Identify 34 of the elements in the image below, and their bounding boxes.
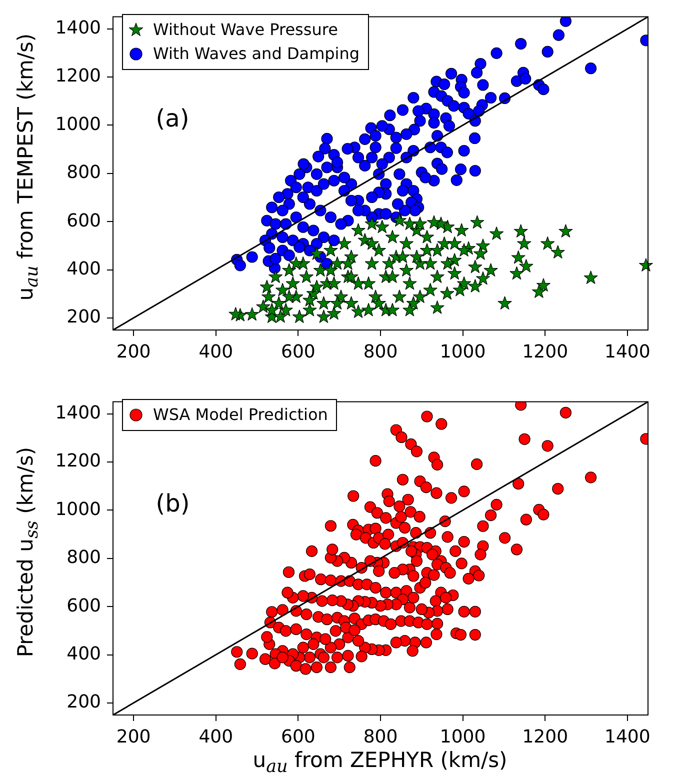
x-tick-label: 1200 [522, 341, 568, 362]
x-tick-label: 1400 [604, 341, 650, 362]
x-tick-label: 400 [198, 726, 234, 748]
annotation: (b) [156, 489, 190, 518]
legend-label: With Waves and Damping [153, 43, 360, 65]
y-tick-label: 600 [66, 595, 101, 616]
x-tick-label: 800 [363, 726, 398, 748]
legend-label: Without Wave Pressure [153, 19, 338, 41]
y-tick-label: 400 [66, 258, 101, 280]
y-tick-label: 800 [66, 547, 101, 568]
y-tick-label: 600 [66, 210, 101, 232]
annotation: (a) [156, 104, 190, 132]
y-tick-label: 1400 [55, 402, 101, 424]
y-tick-label: 400 [66, 643, 101, 664]
y-tick-label: 200 [66, 306, 101, 328]
legend-label: WSA Model Prediction [153, 404, 328, 426]
y-tick-label: 1000 [55, 114, 101, 135]
y-tick-label: 1400 [55, 18, 101, 39]
x-tick-label: 200 [116, 726, 151, 748]
x-axis-title: u$_{au}$ from ZEPHYR (km/s) [252, 748, 508, 778]
x-tick-label: 1400 [604, 726, 650, 748]
y-tick-label: 800 [66, 162, 101, 184]
x-tick-label: 1200 [522, 726, 568, 748]
y-tick-label: 200 [66, 692, 101, 713]
x-tick-label: 600 [281, 726, 316, 748]
y-tick-label: 1000 [55, 498, 101, 520]
x-tick-label: 1000 [440, 341, 486, 362]
x-tick-label: 400 [198, 341, 234, 362]
y-tick-label: 1200 [55, 66, 101, 87]
x-tick-label: 200 [116, 341, 151, 362]
y-tick-label: 1200 [55, 450, 101, 472]
x-tick-label: 1000 [440, 726, 486, 748]
x-tick-label: 800 [363, 341, 398, 362]
x-tick-label: 600 [281, 341, 316, 362]
